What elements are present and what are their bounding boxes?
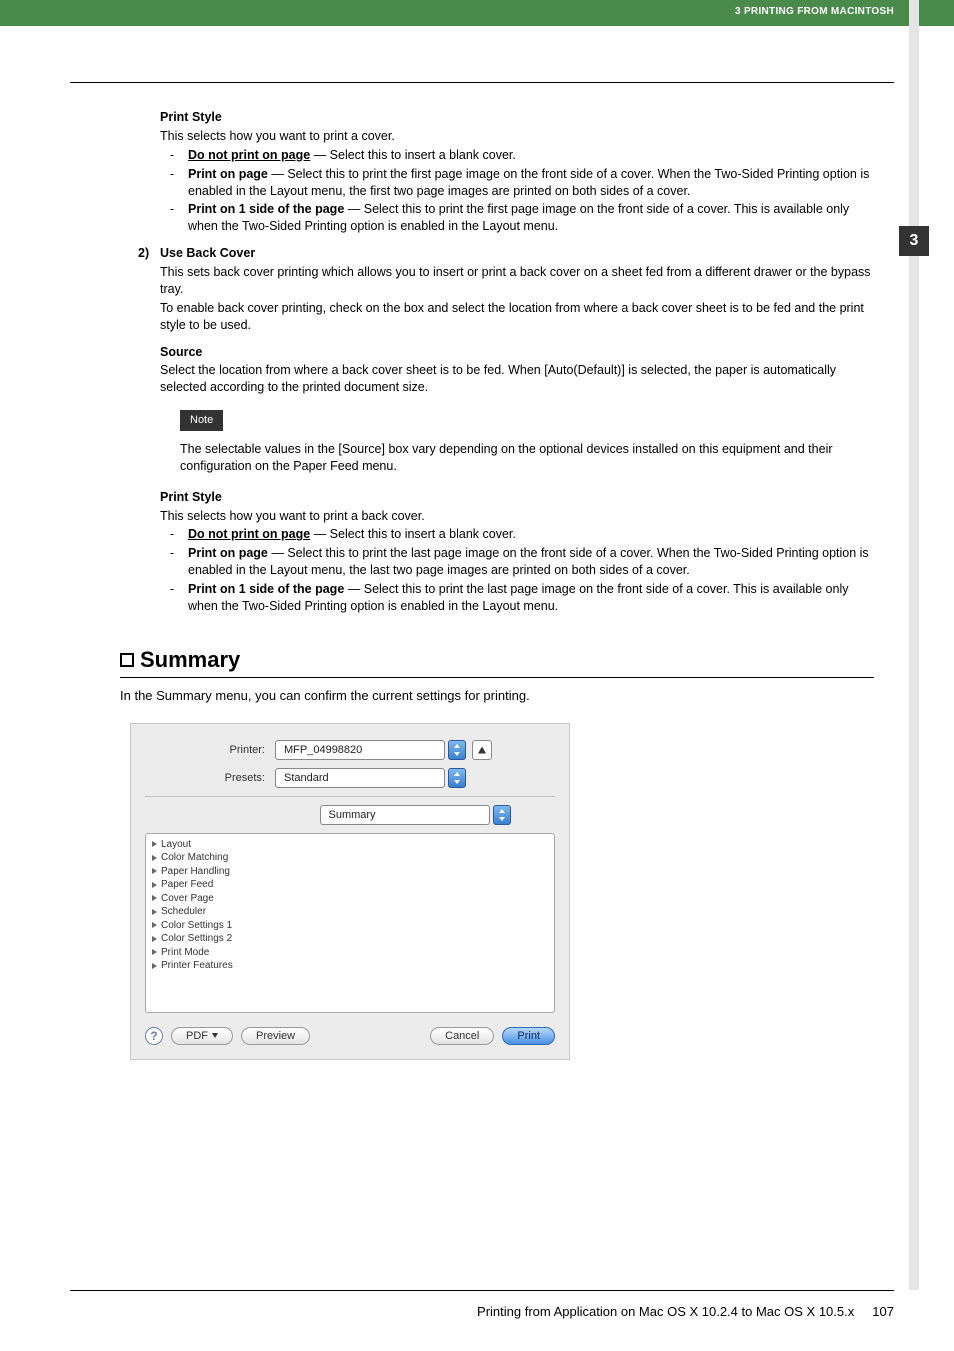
item-desc: — Select this to print the last page ima… — [188, 546, 869, 577]
presets-label: Presets: — [145, 772, 275, 784]
print-style-lead: This selects how you want to print a cov… — [160, 128, 874, 145]
help-button[interactable]: ? — [145, 1027, 163, 1045]
disclosure-triangle-icon[interactable] — [152, 949, 157, 955]
item-label: Print on 1 side of the page — [188, 202, 344, 216]
presets-row: Presets: Standard — [145, 768, 555, 788]
source-desc: Select the location from where a back co… — [160, 362, 874, 396]
print-style-title: Print Style — [160, 109, 874, 126]
note-tag: Note — [180, 410, 223, 431]
disclosure-triangle-icon[interactable] — [152, 909, 157, 915]
list-item: Print Mode — [152, 946, 548, 960]
disclosure-triangle-icon[interactable] — [152, 895, 157, 901]
use-back-cover-p1: This sets back cover printing which allo… — [160, 264, 874, 298]
top-rule — [70, 82, 894, 83]
page-number: 107 — [872, 1304, 894, 1319]
print-style-back-title: Print Style — [160, 489, 874, 506]
dialog-separator — [145, 796, 555, 797]
presets-select[interactable]: Standard — [275, 768, 445, 788]
list-item: Scheduler — [152, 905, 548, 919]
print-style-back-lead: This selects how you want to print a bac… — [160, 508, 874, 525]
list-item: Layout — [152, 838, 548, 852]
menu-select[interactable]: Summary — [320, 805, 490, 825]
list-item: Paper Handling — [152, 865, 548, 879]
page-footer: Printing from Application on Mac OS X 10… — [477, 1304, 894, 1319]
summary-title: Summary — [140, 647, 240, 673]
preview-button[interactable]: Preview — [241, 1027, 310, 1045]
cancel-button[interactable]: Cancel — [430, 1027, 494, 1045]
disclosure-triangle-icon[interactable] — [152, 868, 157, 874]
summary-rule — [120, 677, 874, 678]
list-item: Printer Features — [152, 959, 548, 973]
disclosure-triangle-icon[interactable] — [152, 922, 157, 928]
item-number: 2) — [138, 245, 160, 333]
item-label: Print on 1 side of the page — [188, 582, 344, 596]
disclosure-triangle-icon[interactable] — [152, 963, 157, 969]
dash: - — [170, 166, 188, 200]
list-item: - Do not print on page — Select this to … — [160, 147, 874, 164]
dash: - — [170, 545, 188, 579]
use-back-cover-title: Use Back Cover — [160, 245, 874, 262]
summary-heading: Summary — [120, 647, 894, 673]
list-item: - Print on page — Select this to print t… — [160, 166, 874, 200]
select-stepper-icon[interactable] — [493, 805, 511, 825]
note-body: The selectable values in the [Source] bo… — [180, 441, 874, 475]
printer-label: Printer: — [145, 744, 275, 756]
list-item: - Do not print on page — Select this to … — [160, 526, 874, 543]
pdf-button[interactable]: PDF — [171, 1027, 233, 1045]
dash: - — [170, 526, 188, 543]
item-label: Do not print on page — [188, 527, 310, 541]
use-back-cover: 2) Use Back Cover This sets back cover p… — [160, 245, 874, 333]
footer-text: Printing from Application on Mac OS X 10… — [477, 1304, 854, 1319]
printer-select[interactable]: MFP_04998820 — [275, 740, 445, 760]
summary-lead: In the Summary menu, you can confirm the… — [120, 688, 894, 703]
list-item: Color Matching — [152, 851, 548, 865]
header-band: 3 PRINTING FROM MACINTOSH — [0, 0, 954, 26]
item-label: Print on page — [188, 546, 268, 560]
header-section-label: 3 PRINTING FROM MACINTOSH — [735, 6, 894, 17]
select-stepper-icon[interactable] — [448, 740, 466, 760]
disclosure-triangle-icon[interactable] — [152, 841, 157, 847]
list-item: - Print on 1 side of the page — Select t… — [160, 201, 874, 235]
list-item: - Print on page — Select this to print t… — [160, 545, 874, 579]
print-button[interactable]: Print — [502, 1027, 555, 1045]
list-item: Paper Feed — [152, 878, 548, 892]
print-style-front: Print Style This selects how you want to… — [160, 109, 874, 615]
print-dialog: Printer: MFP_04998820 Presets: Standard … — [130, 723, 570, 1060]
item-desc: — Select this to insert a blank cover. — [310, 148, 516, 162]
page-content: Print Style This selects how you want to… — [0, 26, 954, 1060]
list-item: - Print on 1 side of the page — Select t… — [160, 581, 874, 615]
chevron-down-icon — [212, 1033, 218, 1038]
use-back-cover-p2: To enable back cover printing, check on … — [160, 300, 874, 334]
list-item: Cover Page — [152, 892, 548, 906]
item-label: Do not print on page — [188, 148, 310, 162]
disclosure-triangle-icon[interactable] — [152, 855, 157, 861]
list-item: Color Settings 1 — [152, 919, 548, 933]
source-title: Source — [160, 344, 874, 361]
bullet-icon — [120, 653, 134, 667]
item-label: Print on page — [188, 167, 268, 181]
summary-list[interactable]: Layout Color Matching Paper Handling Pap… — [145, 833, 555, 1013]
dash: - — [170, 147, 188, 164]
list-item: Color Settings 2 — [152, 932, 548, 946]
dash: - — [170, 581, 188, 615]
disclosure-triangle-icon[interactable] — [152, 882, 157, 888]
disclosure-triangle-icon[interactable] — [152, 936, 157, 942]
item-desc: — Select this to print the first page im… — [188, 167, 869, 198]
status-icon[interactable] — [472, 740, 492, 760]
footer-rule — [70, 1290, 894, 1291]
printer-row: Printer: MFP_04998820 — [145, 740, 555, 760]
dash: - — [170, 201, 188, 235]
item-desc: — Select this to insert a blank cover. — [310, 527, 516, 541]
dialog-footer: ? PDF Preview Cancel Print — [145, 1027, 555, 1045]
menu-row: Summary — [145, 805, 555, 825]
select-stepper-icon[interactable] — [448, 768, 466, 788]
